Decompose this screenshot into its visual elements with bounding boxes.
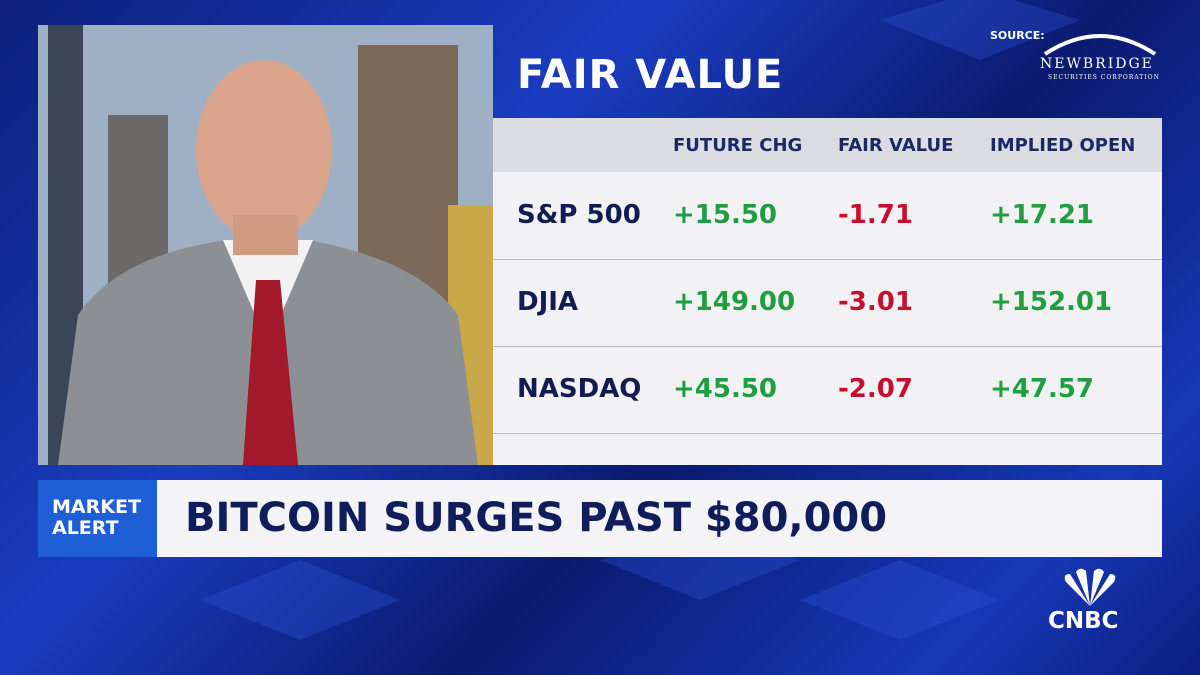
index-name: DJIA — [517, 287, 579, 317]
alert-label: MARKET ALERT — [38, 480, 157, 557]
value-cell: +149.00 — [673, 287, 796, 317]
alert-label-line: ALERT — [52, 517, 119, 539]
headline: BITCOIN SURGES PAST $80,000 — [185, 495, 888, 541]
column-header: IMPLIED OPEN — [990, 135, 1136, 156]
value-cell: -3.01 — [838, 287, 913, 317]
index-name: S&P 500 — [517, 200, 641, 230]
table-row: DJIA +149.00 -3.01 +152.01 — [493, 259, 1162, 347]
value-cell: +45.50 — [673, 374, 778, 404]
value-cell: -2.07 — [838, 374, 913, 404]
value-cell: +15.50 — [673, 200, 778, 230]
alert-label-line: MARKET — [52, 496, 141, 518]
sponsor-subtitle: SECURITIES CORPORATION — [1048, 74, 1160, 81]
network-logo: CNBC — [1048, 608, 1119, 634]
value-cell: +17.21 — [990, 200, 1095, 230]
sponsor-logo: NEWBRIDGE — [1040, 56, 1154, 72]
value-cell: +152.01 — [990, 287, 1113, 317]
logo-arch — [1043, 34, 1157, 56]
index-name: NASDAQ — [517, 374, 642, 404]
panel-title: FAIR VALUE — [517, 52, 784, 98]
headline-bar: BITCOIN SURGES PAST $80,000 — [157, 480, 1162, 557]
peacock-logo — [1064, 568, 1116, 606]
table-header: FUTURE CHG FAIR VALUE IMPLIED OPEN — [493, 118, 1162, 172]
column-header: FUTURE CHG — [673, 135, 803, 156]
source-label: SOURCE: — [990, 29, 1045, 42]
presenter-photo — [38, 25, 493, 465]
fair-value-table: FUTURE CHG FAIR VALUE IMPLIED OPEN S&P 500… — [493, 118, 1162, 465]
column-header: FAIR VALUE — [838, 135, 954, 156]
value-cell: -1.71 — [838, 200, 913, 230]
table-row: S&P 500 +15.50 -1.71 +17.21 — [493, 172, 1162, 260]
value-cell: +47.57 — [990, 374, 1095, 404]
table-row: NASDAQ +45.50 -2.07 +47.57 — [493, 346, 1162, 434]
